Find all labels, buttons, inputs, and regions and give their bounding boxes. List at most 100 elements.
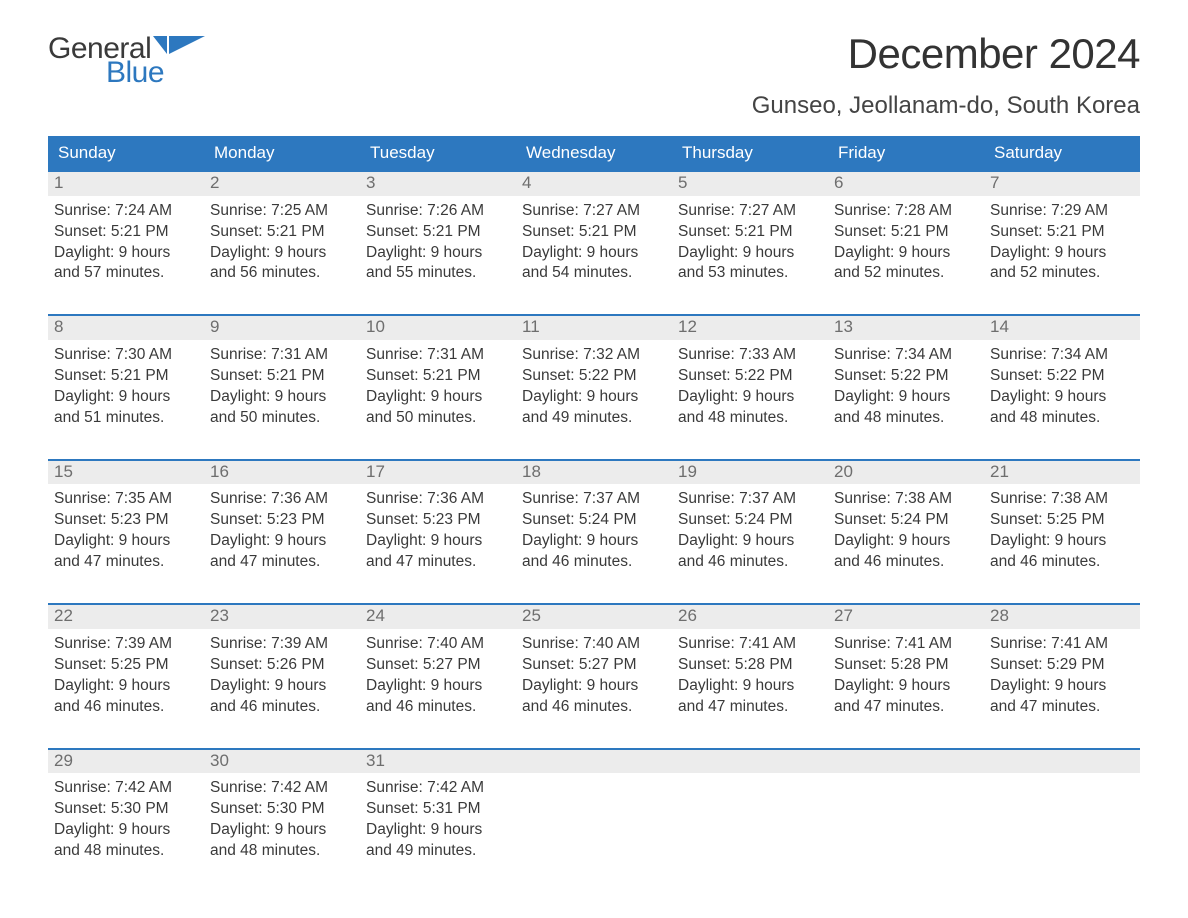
- day-daylight1: Daylight: 9 hours: [522, 531, 666, 552]
- day-daylight1: Daylight: 9 hours: [210, 387, 354, 408]
- day-daylight1: Daylight: 9 hours: [834, 243, 978, 264]
- day-daylight2: and 50 minutes.: [366, 408, 510, 429]
- day-body: Sunrise: 7:37 AMSunset: 5:24 PMDaylight:…: [672, 484, 828, 577]
- day-cell: 1Sunrise: 7:24 AMSunset: 5:21 PMDaylight…: [48, 172, 204, 288]
- day-sunrise: Sunrise: 7:26 AM: [366, 201, 510, 222]
- day-daylight2: and 48 minutes.: [54, 841, 198, 862]
- day-sunrise: Sunrise: 7:41 AM: [678, 634, 822, 655]
- dow-friday: Friday: [828, 136, 984, 170]
- day-daylight2: and 50 minutes.: [210, 408, 354, 429]
- day-body: Sunrise: 7:41 AMSunset: 5:28 PMDaylight:…: [672, 629, 828, 722]
- day-sunset: Sunset: 5:25 PM: [54, 655, 198, 676]
- title-block: December 2024 Gunseo, Jeollanam-do, Sout…: [752, 30, 1140, 130]
- day-daylight1: Daylight: 9 hours: [210, 820, 354, 841]
- day-daylight2: and 47 minutes.: [990, 697, 1134, 718]
- day-cell: 13Sunrise: 7:34 AMSunset: 5:22 PMDayligh…: [828, 316, 984, 432]
- day-number: 9: [204, 316, 360, 340]
- day-sunrise: Sunrise: 7:27 AM: [522, 201, 666, 222]
- day-daylight2: and 49 minutes.: [522, 408, 666, 429]
- day-daylight2: and 51 minutes.: [54, 408, 198, 429]
- day-sunset: Sunset: 5:30 PM: [210, 799, 354, 820]
- day-daylight2: and 47 minutes.: [210, 552, 354, 573]
- day-daylight1: Daylight: 9 hours: [678, 531, 822, 552]
- week-row: 22Sunrise: 7:39 AMSunset: 5:25 PMDayligh…: [48, 603, 1140, 721]
- day-daylight1: Daylight: 9 hours: [54, 531, 198, 552]
- day-number: 4: [516, 172, 672, 196]
- day-number: 5: [672, 172, 828, 196]
- day-daylight2: and 47 minutes.: [834, 697, 978, 718]
- day-body: Sunrise: 7:36 AMSunset: 5:23 PMDaylight:…: [204, 484, 360, 577]
- day-sunset: Sunset: 5:21 PM: [210, 222, 354, 243]
- day-body: Sunrise: 7:27 AMSunset: 5:21 PMDaylight:…: [516, 196, 672, 289]
- day-cell: 18Sunrise: 7:37 AMSunset: 5:24 PMDayligh…: [516, 461, 672, 577]
- day-number: 15: [48, 461, 204, 485]
- day-cell: 5Sunrise: 7:27 AMSunset: 5:21 PMDaylight…: [672, 172, 828, 288]
- day-sunrise: Sunrise: 7:37 AM: [522, 489, 666, 510]
- day-body: Sunrise: 7:31 AMSunset: 5:21 PMDaylight:…: [360, 340, 516, 433]
- day-sunrise: Sunrise: 7:42 AM: [210, 778, 354, 799]
- day-number: 30: [204, 750, 360, 774]
- day-daylight2: and 47 minutes.: [366, 552, 510, 573]
- day-body: Sunrise: 7:36 AMSunset: 5:23 PMDaylight:…: [360, 484, 516, 577]
- calendar-weeks: 1Sunrise: 7:24 AMSunset: 5:21 PMDaylight…: [48, 170, 1140, 866]
- day-sunset: Sunset: 5:22 PM: [678, 366, 822, 387]
- day-sunset: Sunset: 5:24 PM: [834, 510, 978, 531]
- day-sunset: Sunset: 5:22 PM: [522, 366, 666, 387]
- day-sunset: Sunset: 5:21 PM: [522, 222, 666, 243]
- day-number: 16: [204, 461, 360, 485]
- day-number: 21: [984, 461, 1140, 485]
- day-cell: 31Sunrise: 7:42 AMSunset: 5:31 PMDayligh…: [360, 750, 516, 866]
- day-body: Sunrise: 7:30 AMSunset: 5:21 PMDaylight:…: [48, 340, 204, 433]
- day-number: 22: [48, 605, 204, 629]
- day-daylight2: and 48 minutes.: [678, 408, 822, 429]
- day-sunset: Sunset: 5:27 PM: [522, 655, 666, 676]
- day-sunrise: Sunrise: 7:32 AM: [522, 345, 666, 366]
- day-sunrise: Sunrise: 7:36 AM: [210, 489, 354, 510]
- day-number: 29: [48, 750, 204, 774]
- day-sunset: Sunset: 5:21 PM: [54, 222, 198, 243]
- day-cell: 8Sunrise: 7:30 AMSunset: 5:21 PMDaylight…: [48, 316, 204, 432]
- day-number: 12: [672, 316, 828, 340]
- day-number: 2: [204, 172, 360, 196]
- day-daylight2: and 56 minutes.: [210, 263, 354, 284]
- day-cell: 27Sunrise: 7:41 AMSunset: 5:28 PMDayligh…: [828, 605, 984, 721]
- day-number: 8: [48, 316, 204, 340]
- day-sunrise: Sunrise: 7:41 AM: [834, 634, 978, 655]
- day-cell: 24Sunrise: 7:40 AMSunset: 5:27 PMDayligh…: [360, 605, 516, 721]
- day-cell: 11Sunrise: 7:32 AMSunset: 5:22 PMDayligh…: [516, 316, 672, 432]
- day-body: Sunrise: 7:41 AMSunset: 5:29 PMDaylight:…: [984, 629, 1140, 722]
- day-sunrise: Sunrise: 7:24 AM: [54, 201, 198, 222]
- day-daylight2: and 54 minutes.: [522, 263, 666, 284]
- day-sunset: Sunset: 5:21 PM: [210, 366, 354, 387]
- day-cell: 10Sunrise: 7:31 AMSunset: 5:21 PMDayligh…: [360, 316, 516, 432]
- day-body: Sunrise: 7:40 AMSunset: 5:27 PMDaylight:…: [516, 629, 672, 722]
- day-sunset: Sunset: 5:21 PM: [366, 366, 510, 387]
- day-sunrise: Sunrise: 7:31 AM: [210, 345, 354, 366]
- day-sunset: Sunset: 5:21 PM: [366, 222, 510, 243]
- day-body: Sunrise: 7:29 AMSunset: 5:21 PMDaylight:…: [984, 196, 1140, 289]
- day-sunset: Sunset: 5:21 PM: [678, 222, 822, 243]
- day-sunset: Sunset: 5:23 PM: [54, 510, 198, 531]
- day-sunrise: Sunrise: 7:38 AM: [834, 489, 978, 510]
- day-cell: 6Sunrise: 7:28 AMSunset: 5:21 PMDaylight…: [828, 172, 984, 288]
- day-daylight1: Daylight: 9 hours: [990, 243, 1134, 264]
- day-sunset: Sunset: 5:21 PM: [54, 366, 198, 387]
- day-daylight1: Daylight: 9 hours: [210, 243, 354, 264]
- day-number: 10: [360, 316, 516, 340]
- day-number: 1: [48, 172, 204, 196]
- day-body: Sunrise: 7:39 AMSunset: 5:25 PMDaylight:…: [48, 629, 204, 722]
- day-sunrise: Sunrise: 7:33 AM: [678, 345, 822, 366]
- day-number: 31: [360, 750, 516, 774]
- day-cell: 17Sunrise: 7:36 AMSunset: 5:23 PMDayligh…: [360, 461, 516, 577]
- day-number: 24: [360, 605, 516, 629]
- day-daylight2: and 46 minutes.: [366, 697, 510, 718]
- dow-thursday: Thursday: [672, 136, 828, 170]
- day-daylight1: Daylight: 9 hours: [522, 387, 666, 408]
- day-sunrise: Sunrise: 7:36 AM: [366, 489, 510, 510]
- day-daylight2: and 52 minutes.: [990, 263, 1134, 284]
- day-cell: [984, 750, 1140, 866]
- day-number: 23: [204, 605, 360, 629]
- day-cell: 21Sunrise: 7:38 AMSunset: 5:25 PMDayligh…: [984, 461, 1140, 577]
- day-body: Sunrise: 7:34 AMSunset: 5:22 PMDaylight:…: [828, 340, 984, 433]
- day-sunrise: Sunrise: 7:40 AM: [366, 634, 510, 655]
